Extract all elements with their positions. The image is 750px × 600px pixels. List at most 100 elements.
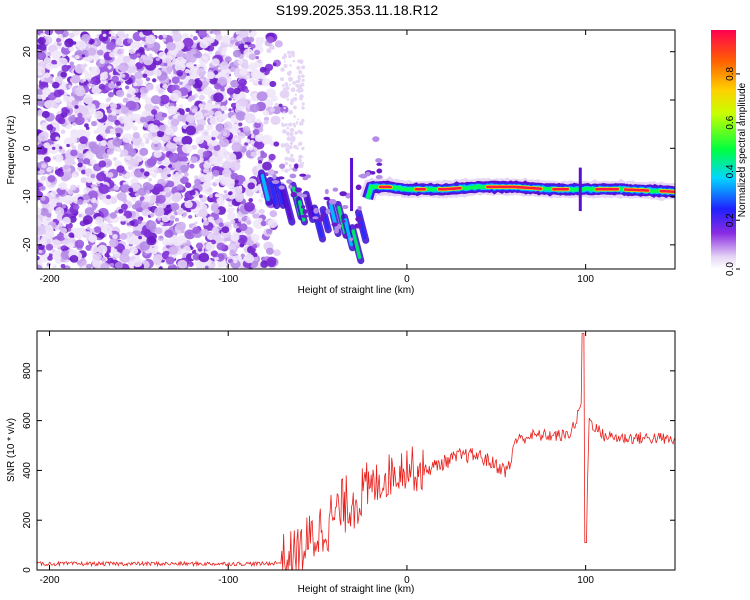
noise-blob [257,217,263,222]
noise-blob [126,63,137,74]
noise-blob [203,167,210,174]
noise-blob [44,100,54,109]
noise-blob [262,110,269,116]
noise-blob [164,229,174,238]
noise-blob [202,216,208,221]
noise-blob [234,179,239,184]
ridge-streak [257,169,273,206]
noise-blob [180,176,189,185]
noise-blob [37,65,46,76]
noise-blob [108,128,116,135]
noise-blob [46,212,52,218]
noise-blob [288,110,294,115]
ridge-hot-segment [659,189,675,193]
noise-blob [37,225,47,236]
noise-blob [122,198,128,203]
noise-blob [284,82,289,87]
noise-blob [51,239,62,249]
noise-blob [62,216,71,225]
noise-blob [235,191,244,200]
noise-blob [176,221,186,231]
noise-blob [185,182,192,189]
noise-blob [235,111,247,121]
noise-blob [198,252,210,263]
noise-blob [37,207,42,216]
noise-blob [201,109,206,114]
noise-blob [115,39,123,46]
noise-blob [119,232,128,240]
spectrogram-ylabel: Frequency (Hz) [6,116,17,185]
noise-blob [214,179,220,184]
noise-blob [99,102,106,109]
noise-blob [238,97,248,107]
noise-blob [341,204,349,210]
noise-blob [301,102,305,106]
noise-blob [43,72,51,78]
noise-blob [230,102,237,109]
noise-blob [270,115,281,125]
noise-blob [184,68,190,74]
noise-blob [193,111,205,122]
noise-blob [112,71,118,76]
noise-blob [55,194,60,198]
noise-blob [205,242,216,251]
x-tick-label: 100 [577,575,594,586]
noise-blob [142,30,153,36]
noise-blob [114,127,123,136]
noise-blob [37,237,41,243]
noise-blob [190,156,198,164]
noise-blob [129,52,138,60]
noise-blob [44,229,55,240]
noise-blob [38,249,43,254]
noise-blob [269,210,278,218]
noise-blob [121,106,129,114]
noise-blob [230,79,239,88]
noise-blob [299,96,303,101]
noise-blob [299,173,307,177]
noise-blob [98,194,103,199]
x-tick-label: -200 [40,575,60,586]
noise-blob [144,97,153,105]
noise-blob [294,131,298,135]
noise-blob [159,235,163,239]
noise-blob [214,83,222,90]
noise-blob [194,175,199,180]
noise-blob [238,132,246,139]
x-tick-label: 0 [404,274,410,285]
noise-blob [57,33,63,39]
noise-blob [91,197,97,202]
noise-blob [217,134,223,140]
noise-blob [169,143,177,150]
noise-blob [293,115,296,118]
noise-blob [286,131,289,135]
noise-blob [206,71,215,80]
noise-blob [260,150,265,155]
noise-blob [376,168,383,174]
noise-blob [301,106,305,110]
noise-blob [91,85,102,95]
noise-blob [191,144,197,150]
noise-blob [142,194,151,203]
noise-blob [246,220,252,225]
noise-blob [164,57,172,64]
noise-blob [113,251,121,258]
noise-blob [289,64,292,67]
noise-blob [203,131,209,136]
noise-blob [37,44,42,49]
noise-blob [119,253,130,263]
noise-blob [188,215,193,219]
noise-blob [102,152,109,159]
noise-blob [69,255,79,263]
noise-blob [77,162,83,168]
noise-blob [57,117,66,125]
y-tick-label: -20 [22,237,33,252]
noise-blob [71,145,77,150]
noise-blob [169,93,179,102]
noise-blob [320,212,326,219]
noise-blob [248,198,253,203]
noise-blob [296,84,301,89]
noise-blob [98,184,110,195]
y-tick-label: 800 [22,362,33,379]
noise-blob [153,119,161,126]
noise-blob [238,43,246,50]
